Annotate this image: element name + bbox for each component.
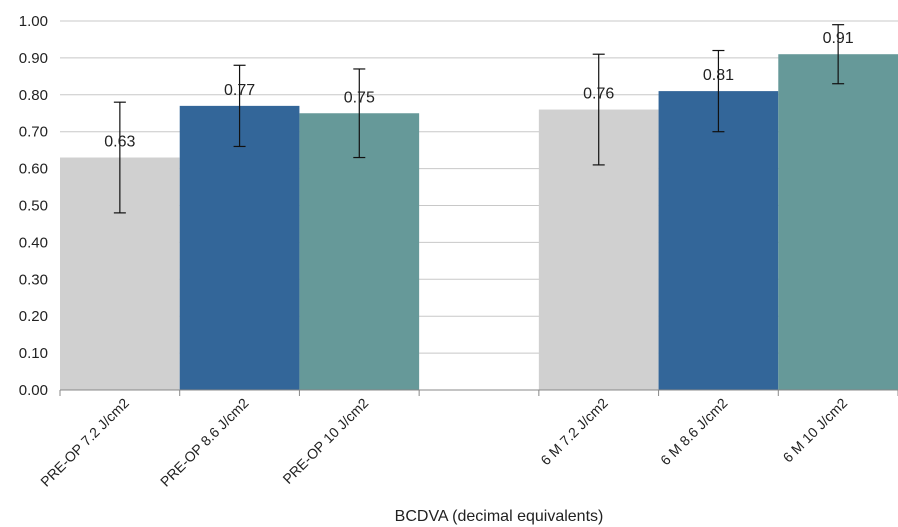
error-bar <box>592 53 605 166</box>
bar <box>299 113 420 390</box>
y-tick-label: 0.10 <box>19 345 48 362</box>
data-label: 0.77 <box>224 82 255 99</box>
y-tick-label: 1.00 <box>19 13 48 30</box>
y-tick-label: 0.00 <box>19 382 48 399</box>
y-tick-label: 0.60 <box>19 161 48 178</box>
y-axis-ticks: 0.00 0.10 0.20 0.30 0.40 0.50 0.60 0.70 0.80 0.90… <box>19 13 48 399</box>
y-tick-label: 0.50 <box>19 198 48 215</box>
data-label: 0.75 <box>344 89 375 106</box>
category-labels: PRE-OP 7.2 J/cm2 PRE-OP 8.6 J/cm2 PRE-OP 1… <box>37 395 850 490</box>
bars <box>60 54 898 391</box>
category-label: 6 M 8.6 J/cm2 <box>657 395 731 469</box>
data-label: 0.81 <box>703 67 734 84</box>
y-tick-label: 0.90 <box>19 50 48 67</box>
category-label: PRE-OP 8.6 J/cm2 <box>157 395 252 490</box>
data-label: 0.91 <box>823 30 854 47</box>
data-label: 0.63 <box>104 134 135 151</box>
y-tick-label: 0.40 <box>19 234 48 251</box>
bar <box>778 54 898 391</box>
error-bar <box>832 24 845 85</box>
category-label: 6 M 7.2 J/cm2 <box>537 395 611 469</box>
x-axis <box>59 389 898 396</box>
error-bar <box>712 49 725 133</box>
data-labels: 0.63 0.77 0.75 0.76 0.81 0.91 <box>104 30 854 150</box>
bar <box>658 91 779 391</box>
error-bar <box>113 101 126 214</box>
category-label: PRE-OP 10 J/cm2 <box>279 395 371 487</box>
category-label: 6 M 10 J/cm2 <box>780 395 851 466</box>
category-label: PRE-OP 7.2 J/cm2 <box>37 395 132 490</box>
y-tick-label: 0.20 <box>19 308 48 325</box>
y-tick-label: 0.80 <box>19 87 48 104</box>
data-label: 0.76 <box>583 86 614 103</box>
y-tick-label: 0.30 <box>19 271 48 288</box>
x-axis-title: BCDVA (decimal equivalents) <box>395 508 604 525</box>
error-bars <box>113 24 845 214</box>
y-tick-label: 0.70 <box>19 124 48 141</box>
bar <box>179 105 300 391</box>
error-bar <box>353 68 366 159</box>
error-bar <box>233 64 246 148</box>
